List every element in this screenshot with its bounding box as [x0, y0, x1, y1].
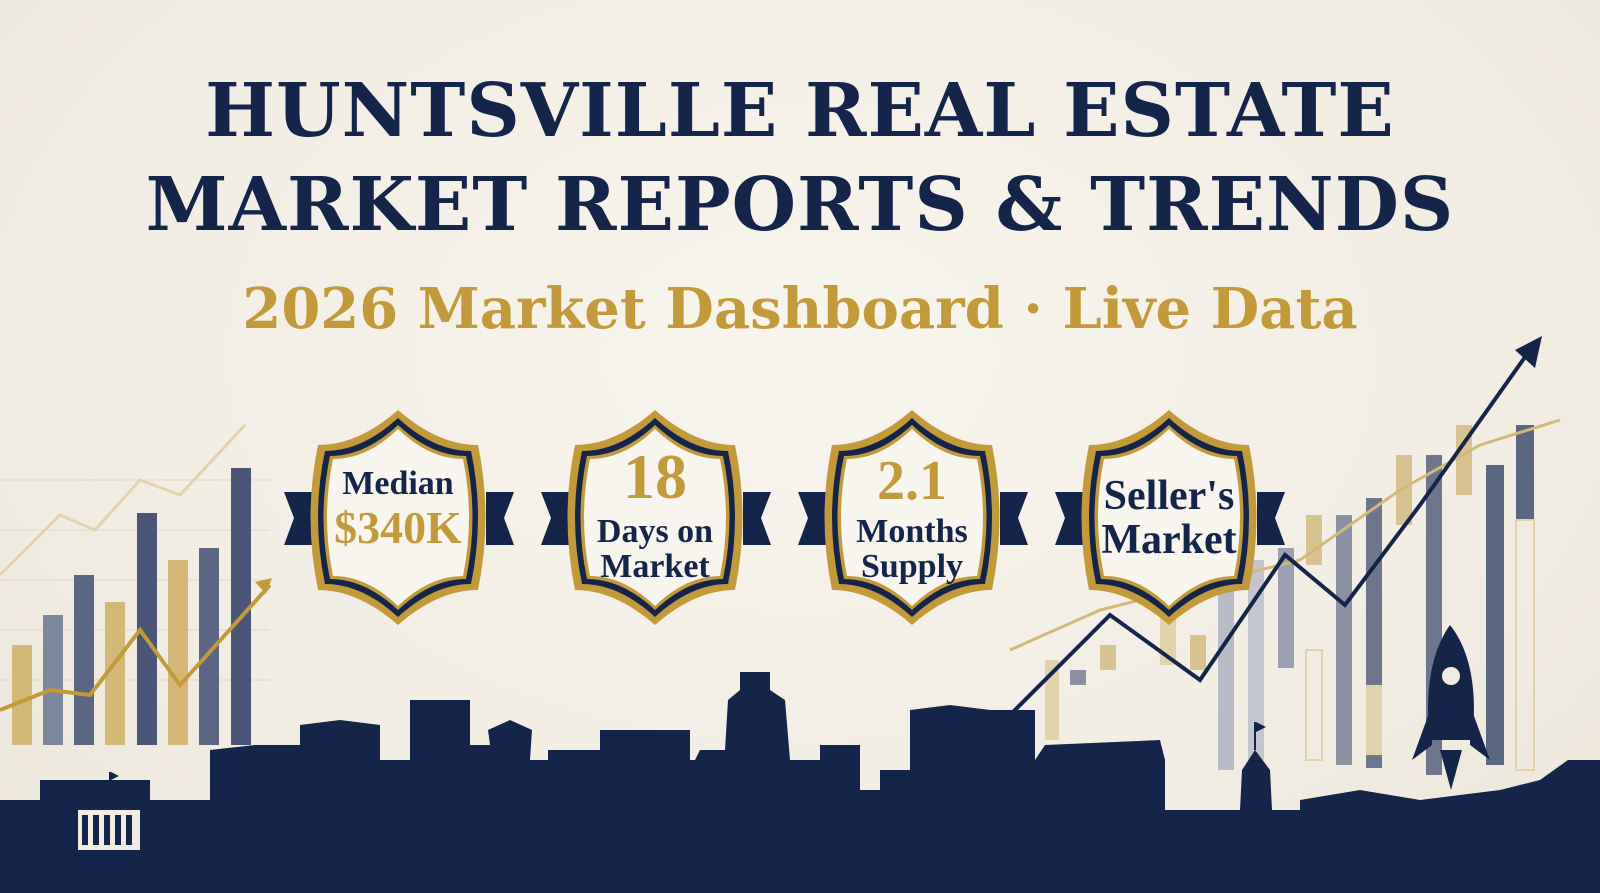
subtitle: 2026 Market Dashboard · Live Data	[242, 276, 1358, 342]
badge-market-type: Seller's Market	[1069, 405, 1269, 630]
badge-median-price: Median $340K	[298, 405, 498, 630]
badge-label-line2: Supply	[860, 548, 964, 585]
badge-value: $340K	[334, 502, 462, 553]
trend-arrow-icon	[1515, 336, 1542, 368]
page-title-line1: HUNTSVILLE REAL ESTATE	[205, 68, 1395, 154]
badge-label-line1: Seller's	[1103, 473, 1235, 519]
capitol-building-icon	[78, 810, 140, 850]
city-skyline	[0, 672, 1600, 893]
rocket-icon	[1412, 625, 1490, 790]
badge-label-line1: Days on	[596, 513, 714, 550]
left-bar-chart	[0, 423, 272, 745]
badge-label-line2: Market	[1101, 517, 1237, 563]
badge-label-line2: Market	[600, 548, 710, 585]
right-candlestick-chart	[1008, 336, 1561, 775]
badge-months-supply: 2.1 Months Supply	[812, 405, 1012, 630]
badge-label: Median	[342, 465, 454, 502]
badge-value: 2.1	[877, 450, 947, 512]
badge-label-line1: Months	[856, 513, 968, 550]
badge-value: 18	[623, 441, 687, 512]
badge-days-on-market: 18 Days on Market	[555, 405, 755, 630]
page-title-line2: MARKET REPORTS & TRENDS	[145, 162, 1455, 248]
